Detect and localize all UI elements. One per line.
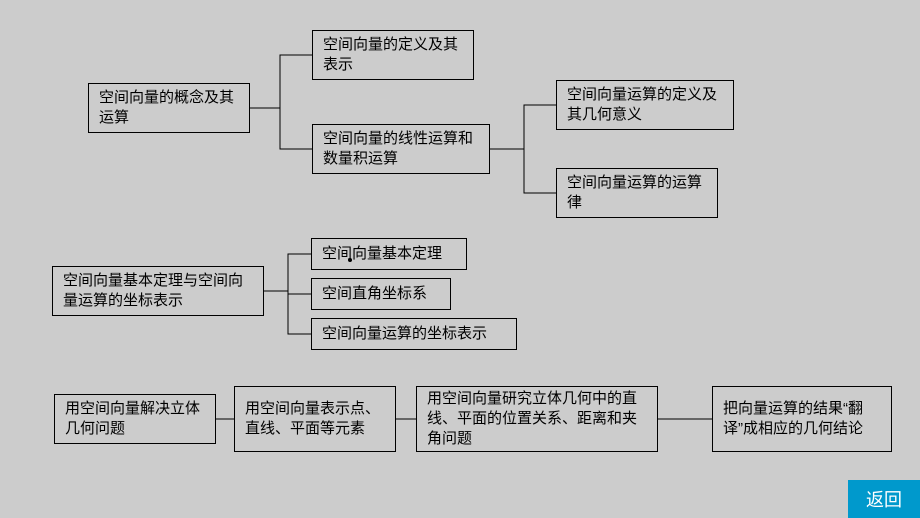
node-a4: 空间向量运算的定义及其几何意义 <box>556 80 734 130</box>
node-b3: 空间直角坐标系 <box>311 278 451 310</box>
node-c3: 用空间向量研究立体几何中的直线、平面的位置关系、距离和夹角问题 <box>416 386 658 452</box>
return-button[interactable]: 返回 <box>848 480 920 518</box>
node-b1: 空间向量基本定理与空间向量运算的坐标表示 <box>52 266 264 316</box>
node-c2: 用空间向量表示点、直线、平面等元素 <box>234 386 396 452</box>
node-a1: 空间向量的概念及其运算 <box>88 83 250 133</box>
node-b2: 空间向量基本定理 <box>311 238 467 270</box>
node-a3: 空间向量的线性运算和数量积运算 <box>312 124 490 174</box>
marker-dot <box>348 258 352 262</box>
node-c4: 把向量运算的结果“翻译”成相应的几何结论 <box>712 386 892 452</box>
node-a5: 空间向量运算的运算律 <box>556 168 718 218</box>
node-c1: 用空间向量解决立体几何问题 <box>54 394 216 444</box>
node-a2: 空间向量的定义及其表示 <box>312 30 474 80</box>
node-b4: 空间向量运算的坐标表示 <box>311 318 517 350</box>
